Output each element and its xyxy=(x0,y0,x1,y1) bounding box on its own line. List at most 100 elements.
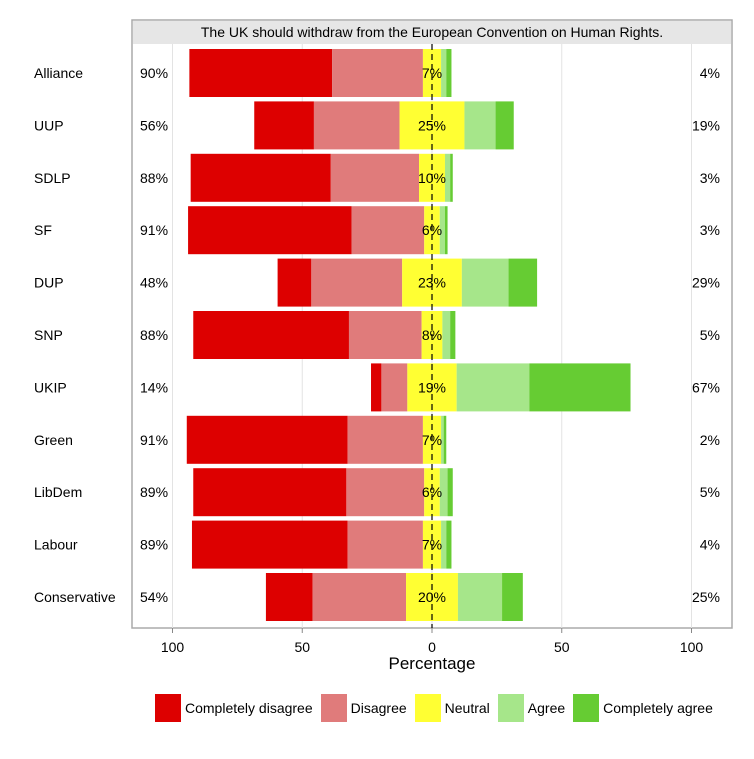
neutral-percent-label: 6% xyxy=(422,222,442,238)
category-label: Alliance xyxy=(34,65,83,81)
legend-label: Completely agree xyxy=(603,700,713,716)
right-percent-label: 25% xyxy=(692,589,720,605)
right-percent-label: 3% xyxy=(700,222,720,238)
bar-disagree xyxy=(347,415,423,464)
left-percent-label: 88% xyxy=(140,327,168,343)
bar-neutral xyxy=(424,468,440,517)
bar-completely-agree xyxy=(495,101,514,150)
category-label: SNP xyxy=(34,327,63,343)
bar-disagree xyxy=(348,311,422,359)
category-label: Conservative xyxy=(34,589,116,605)
neutral-percent-label: 6% xyxy=(422,484,442,500)
bar-completely-disagree xyxy=(277,258,312,307)
bar-completely-agree xyxy=(450,153,453,202)
bar-completely-agree xyxy=(529,363,631,412)
right-percent-label: 29% xyxy=(692,275,720,291)
x-axis-label: Percentage xyxy=(389,654,476,673)
category-label: LibDem xyxy=(34,484,82,500)
legend-item: Completely disagree xyxy=(155,694,313,722)
bar-disagree xyxy=(311,258,403,307)
title-strip xyxy=(133,21,731,44)
legend-item: Neutral xyxy=(414,694,490,722)
right-percent-label: 4% xyxy=(700,65,720,81)
legend: Completely disagree Disagree Neutral Agree C… xyxy=(155,694,715,722)
bar-agree xyxy=(442,311,451,359)
bar-agree xyxy=(464,101,496,150)
left-percent-label: 48% xyxy=(140,275,168,291)
bar-disagree xyxy=(332,49,423,97)
bar-agree xyxy=(461,258,509,307)
left-percent-label: 90% xyxy=(140,65,168,81)
bar-agree xyxy=(456,363,530,412)
bar-completely-agree xyxy=(443,415,447,464)
legend-swatch xyxy=(414,694,441,722)
bar-disagree xyxy=(346,468,425,517)
neutral-percent-label: 7% xyxy=(422,65,442,81)
legend-swatch xyxy=(155,694,181,722)
bar-agree xyxy=(441,520,447,569)
bar-completely-disagree xyxy=(371,363,382,412)
legend-label: Agree xyxy=(527,700,566,716)
right-percent-label: 19% xyxy=(692,117,720,133)
bar-completely-agree xyxy=(447,468,453,517)
bar-completely-disagree xyxy=(193,468,347,517)
bar-disagree xyxy=(313,101,400,150)
right-percent-label: 5% xyxy=(700,484,720,500)
legend-item: Completely agree xyxy=(573,694,713,722)
bar-completely-disagree xyxy=(189,49,333,97)
left-percent-label: 14% xyxy=(140,379,168,395)
bar-completely-agree xyxy=(444,206,448,255)
left-percent-label: 88% xyxy=(140,170,168,186)
bar-completely-agree xyxy=(502,573,523,621)
left-percent-label: 89% xyxy=(140,537,168,553)
axis-group: 100 50 0 50 100 xyxy=(161,44,704,655)
right-percent-label: 67% xyxy=(692,379,720,395)
bar-neutral xyxy=(422,49,442,97)
bar-neutral xyxy=(424,206,440,255)
bar-agree xyxy=(444,153,451,202)
legend-swatch xyxy=(497,694,524,722)
x-tick-label: 50 xyxy=(294,639,310,655)
x-tick-label: 100 xyxy=(161,639,185,655)
bar-disagree xyxy=(330,153,420,202)
left-percent-label: 91% xyxy=(140,432,168,448)
bar-completely-disagree xyxy=(265,573,313,621)
category-label: UKIP xyxy=(34,379,67,395)
right-percent-label: 4% xyxy=(700,537,720,553)
bar-completely-disagree xyxy=(190,153,331,202)
category-label: Labour xyxy=(34,537,78,553)
left-percent-label: 54% xyxy=(140,589,168,605)
legend-item: Agree xyxy=(497,694,566,722)
category-label: Green xyxy=(34,432,73,448)
category-label: DUP xyxy=(34,275,64,291)
bar-completely-disagree xyxy=(254,101,314,150)
bar-agree xyxy=(457,573,503,621)
x-tick-label: 100 xyxy=(680,639,704,655)
bar-completely-agree xyxy=(508,258,538,307)
right-percent-label: 3% xyxy=(700,170,720,186)
bar-completely-agree xyxy=(450,311,456,359)
bar-disagree xyxy=(381,363,408,412)
neutral-percent-label: 23% xyxy=(418,275,446,291)
left-percent-label: 91% xyxy=(140,222,168,238)
x-tick-label: 0 xyxy=(428,639,436,655)
bar-agree xyxy=(441,49,447,97)
legend-swatch xyxy=(573,694,600,722)
right-percent-label: 2% xyxy=(700,432,720,448)
category-label: UUP xyxy=(34,117,64,133)
legend-swatch xyxy=(320,694,347,722)
legend-label: Disagree xyxy=(350,700,407,716)
bar-disagree xyxy=(312,573,407,621)
bar-agree xyxy=(441,415,444,464)
bar-disagree xyxy=(347,520,423,569)
bar-agree xyxy=(439,468,448,517)
bar-completely-disagree xyxy=(191,520,348,569)
bar-agree xyxy=(439,206,445,255)
legend-label: Neutral xyxy=(444,700,490,716)
category-label: SDLP xyxy=(34,170,71,186)
x-tick-label: 50 xyxy=(554,639,570,655)
bar-completely-disagree xyxy=(186,415,348,464)
legend-label: Completely disagree xyxy=(185,700,313,716)
